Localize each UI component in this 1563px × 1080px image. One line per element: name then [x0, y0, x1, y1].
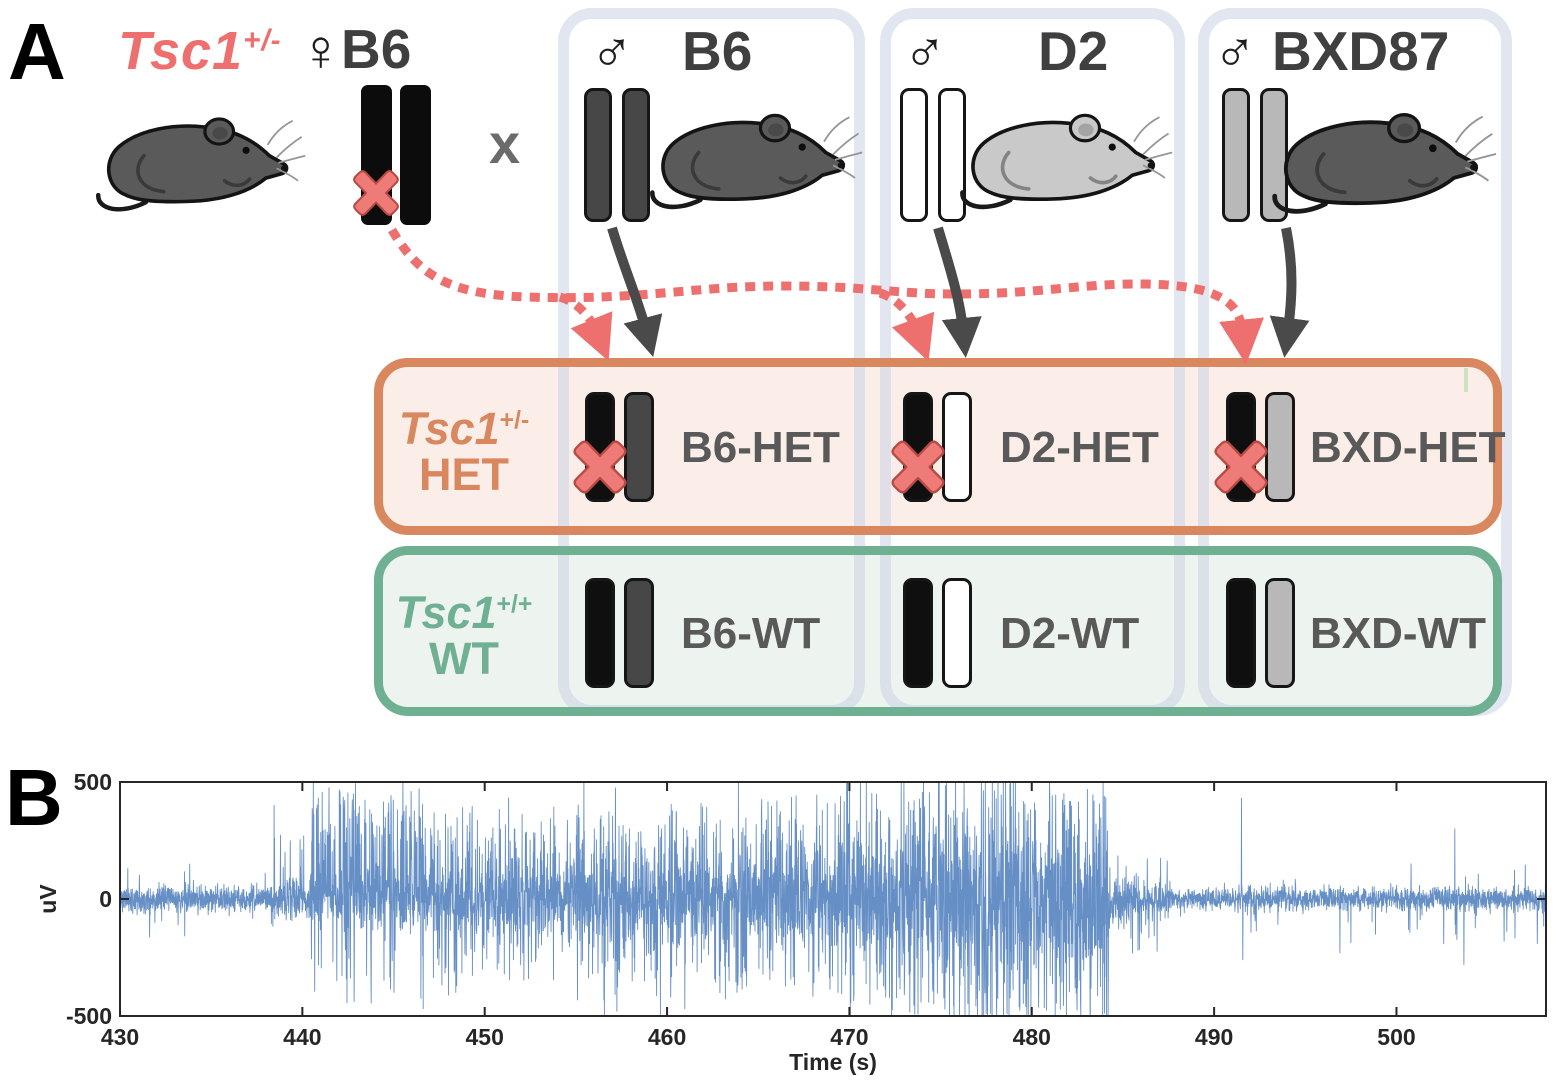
- x-tick-label: 440: [283, 1024, 321, 1050]
- stray-mark: [1464, 368, 1468, 392]
- male-strain-d2: D2: [1038, 20, 1109, 82]
- male-icon: ♂: [1213, 20, 1257, 85]
- gene-superscript: +/-: [243, 24, 282, 57]
- offspring-d2-wt: D2-WT: [1000, 609, 1140, 658]
- female-b6-mouse: [92, 104, 307, 228]
- het-chromosome-b6: [624, 392, 654, 502]
- wt-label: WT: [429, 632, 499, 684]
- panel-a-label: A: [8, 7, 66, 96]
- offspring-d2-het: D2-HET: [1000, 423, 1159, 472]
- wt-chromosome: [1226, 578, 1256, 688]
- b6-chromosome: [584, 88, 612, 222]
- y-axis-label: uV: [35, 884, 61, 914]
- y-tick-label: -500: [66, 1003, 112, 1029]
- x-tick-label: 460: [648, 1024, 686, 1050]
- offspring-bxd-het: BXD-HET: [1310, 423, 1506, 472]
- bxd87-chromosome: [1222, 88, 1250, 222]
- gene-name: Tsc1: [395, 587, 497, 638]
- b6-chromosome: [622, 88, 650, 222]
- gene-superscript: +/+: [496, 591, 533, 618]
- het-genotype-label: Tsc1+/- HET: [376, 406, 552, 498]
- wt-chromosome-b6: [624, 578, 654, 688]
- wt-chromosome-bxd: [1265, 578, 1295, 688]
- wt-chromosome: [903, 578, 933, 688]
- wt-chromosome-d2: [942, 578, 972, 688]
- x-tick-label: 470: [830, 1024, 868, 1050]
- x-tick-label: 480: [1013, 1024, 1051, 1050]
- x-tick-label: 450: [466, 1024, 504, 1050]
- wt-genotype-label: Tsc1+/+ WT: [376, 590, 552, 682]
- het-box: [374, 358, 1502, 535]
- d2-chromosome: [938, 88, 966, 222]
- male-strain-bxd87: BXD87: [1272, 20, 1450, 82]
- eeg-trace: [120, 782, 1546, 1016]
- x-tick-label: 500: [1377, 1024, 1415, 1050]
- het-chromosome-d2: [942, 392, 972, 502]
- gene-superscript: +/-: [499, 407, 530, 434]
- mutation-x-icon: [571, 438, 629, 496]
- female-icon: ♀: [299, 18, 343, 83]
- x-axis-label: Time (s): [789, 1049, 877, 1075]
- offspring-bxd-wt: BXD-WT: [1310, 609, 1486, 658]
- female-chromosome: [400, 85, 431, 225]
- female-genotype-label: Tsc1+/-: [118, 20, 282, 82]
- offspring-b6-wt: B6-WT: [681, 609, 821, 658]
- mutation-x-icon: [1212, 438, 1270, 496]
- het-chromosome-bxd: [1265, 392, 1295, 502]
- female-strain-label: B6: [341, 18, 412, 80]
- male-strain-b6: B6: [682, 20, 753, 82]
- male-icon: ♂: [590, 20, 634, 85]
- wt-box: [374, 546, 1502, 716]
- male-icon: ♂: [903, 20, 947, 85]
- male-b6-mouse: [646, 100, 864, 226]
- y-tick-label: 0: [99, 886, 112, 912]
- gene-name: Tsc1: [398, 403, 500, 454]
- panel-b-label: B: [5, 753, 63, 842]
- offspring-b6-het: B6-HET: [681, 423, 840, 472]
- male-d2-mouse: [956, 100, 1174, 226]
- x-tick-label: 430: [101, 1024, 139, 1050]
- wt-chromosome: [585, 578, 615, 688]
- y-tick-label: 500: [74, 769, 112, 795]
- cross-symbol: x: [489, 112, 521, 175]
- male-bxd87-mouse: [1268, 100, 1498, 230]
- gene-name: Tsc1: [118, 21, 244, 81]
- d2-chromosome: [900, 88, 928, 222]
- mutation-x-icon: [889, 438, 947, 496]
- eeg-trace-chart: 430 440 450 460 470 480 490 500 -500 0 500 uV Time (…: [35, 769, 1547, 1075]
- x-tick-label: 490: [1195, 1024, 1233, 1050]
- het-label: HET: [419, 448, 509, 500]
- mutation-x-icon: [351, 168, 401, 218]
